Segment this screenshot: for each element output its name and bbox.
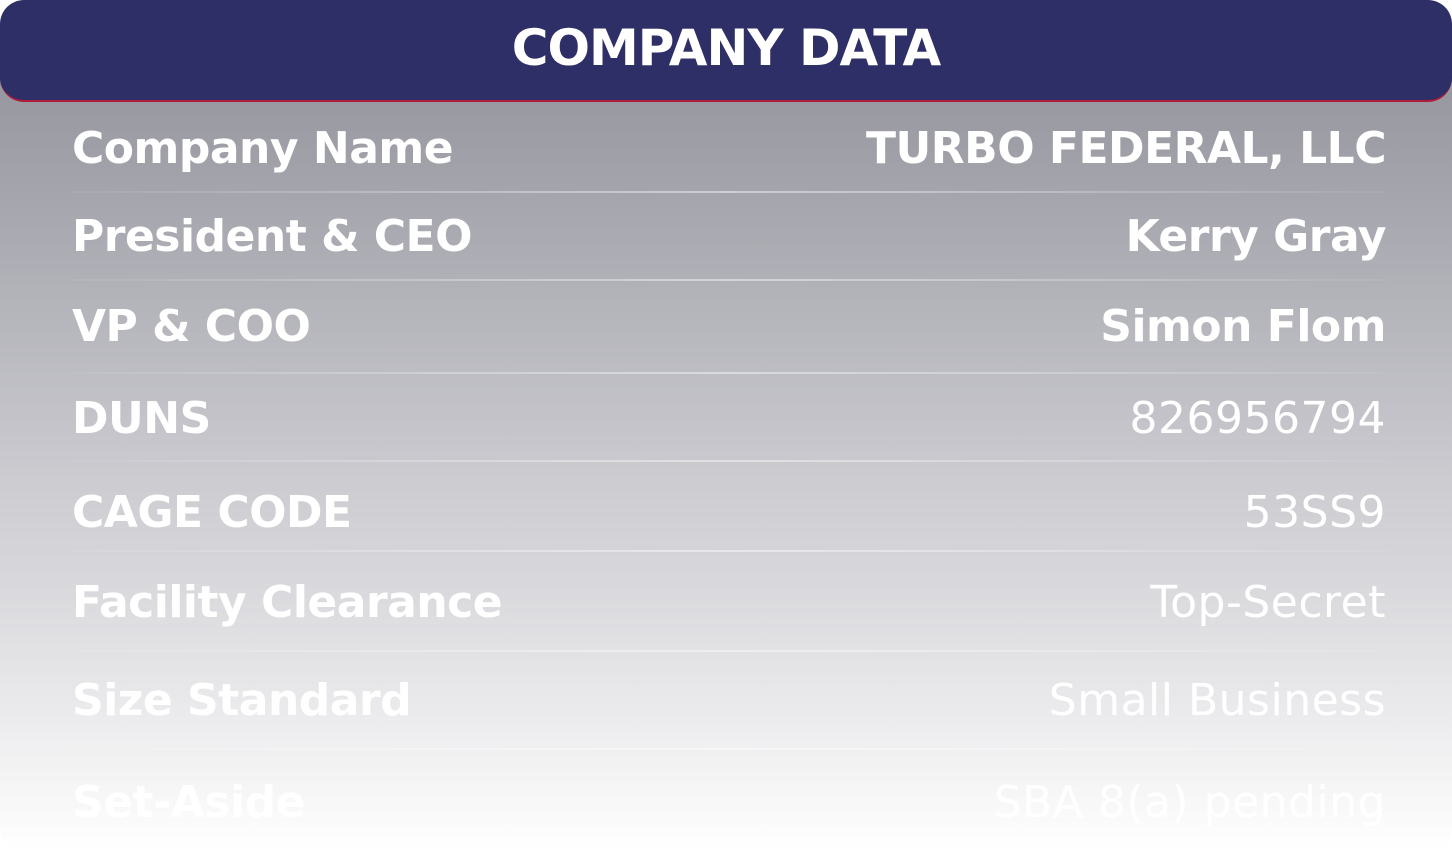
row-divider: [72, 550, 1386, 552]
row-divider: [72, 460, 1386, 462]
row-size-standard: Size Standard Small Business: [72, 670, 1386, 730]
row-label: Size Standard: [72, 674, 412, 726]
card-title: COMPANY DATA: [511, 19, 941, 77]
row-divider: [72, 191, 1386, 193]
row-value: Top-Secret: [1150, 576, 1386, 628]
row-label: President & CEO: [72, 210, 473, 262]
row-duns: DUNS 826956794: [72, 388, 1386, 448]
row-value: SBA 8(a) pending: [993, 776, 1386, 828]
row-facility-clearance: Facility Clearance Top-Secret: [72, 572, 1386, 632]
row-cage-code: CAGE CODE 53SS9: [72, 482, 1386, 542]
row-label: CAGE CODE: [72, 486, 352, 538]
row-value: 53SS9: [1243, 486, 1386, 538]
row-label: DUNS: [72, 392, 211, 444]
row-divider: [72, 279, 1386, 281]
row-label: VP & COO: [72, 300, 311, 352]
row-vp-coo: VP & COO Simon Flom: [72, 296, 1386, 356]
row-label: Facility Clearance: [72, 576, 503, 628]
row-value: Simon Flom: [1100, 300, 1386, 352]
row-value: 826956794: [1129, 392, 1386, 444]
row-divider: [72, 650, 1386, 652]
row-company-name: Company Name TURBO FEDERAL, LLC: [72, 118, 1386, 178]
row-value: Small Business: [1048, 674, 1386, 726]
row-label: Company Name: [72, 122, 454, 174]
row-set-aside: Set-Aside SBA 8(a) pending: [72, 772, 1386, 832]
row-divider: [72, 372, 1386, 374]
row-value: Kerry Gray: [1125, 210, 1387, 262]
row-divider: [72, 748, 1386, 750]
row-value: TURBO FEDERAL, LLC: [866, 122, 1386, 174]
row-president-ceo: President & CEO Kerry Gray: [72, 206, 1387, 266]
card-header: COMPANY DATA: [0, 0, 1452, 102]
row-label: Set-Aside: [72, 776, 306, 828]
